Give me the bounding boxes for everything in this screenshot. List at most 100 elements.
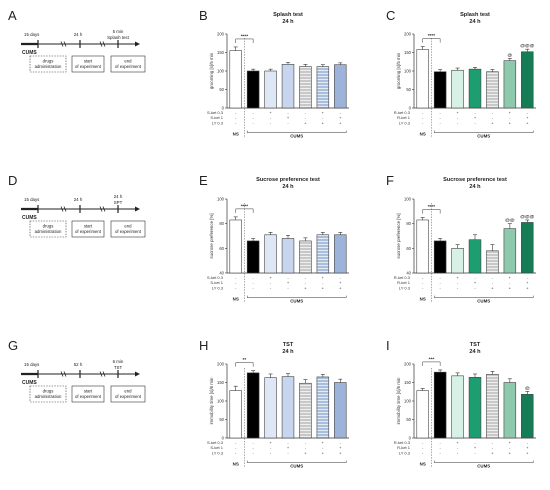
y-tick-label: 50 — [406, 87, 411, 92]
box3-line2: of experiment — [115, 394, 142, 399]
bar — [468, 68, 482, 109]
treatment-row-label: R-ket 0.3 — [394, 275, 411, 280]
treatment-mark: - — [492, 110, 494, 115]
treatment-row-label: R-ket 1 — [397, 280, 411, 285]
treatment-mark: - — [492, 440, 494, 445]
start-duration-label: 15 days — [24, 32, 40, 37]
bar-significance-mark: @@@ — [520, 43, 534, 49]
cums-group-bracket — [433, 295, 534, 298]
treatment-mark: + — [322, 110, 325, 115]
bar — [281, 376, 295, 439]
y-axis-label: immobility time [s]/6 min — [396, 377, 401, 424]
group-label-cums: CUMS — [290, 464, 303, 469]
bar — [486, 250, 499, 274]
y-tick-label: 0 — [222, 436, 225, 441]
treatment-row-label: LY 0.3 — [212, 450, 224, 455]
treatment-row-label: R-ket 0.3 — [394, 110, 411, 115]
treatment-mark: - — [270, 285, 272, 290]
treatment-mark: - — [235, 280, 237, 285]
treatment-mark: + — [456, 275, 459, 280]
bar — [229, 219, 242, 274]
y-tick-label: 50 — [219, 87, 224, 92]
treatment-mark: - — [422, 450, 424, 455]
treatment-mark: - — [509, 115, 511, 120]
treatment-mark: - — [252, 115, 254, 120]
chart-subtitle: 24 h — [282, 19, 294, 25]
bar — [229, 390, 242, 439]
chart-title: TST — [470, 342, 481, 348]
treatment-mark: - — [474, 275, 476, 280]
axis-break-mark — [63, 371, 67, 377]
treatment-row-label: LY 0.3 — [212, 285, 224, 290]
treatment-mark: + — [339, 445, 342, 450]
treatment-mark: - — [305, 280, 307, 285]
bracket-significance-label: *** — [429, 356, 435, 362]
y-tick-label: 200 — [217, 362, 225, 367]
treatment-mark: - — [439, 110, 441, 115]
treatment-mark: - — [474, 120, 476, 125]
treatment-mark: + — [526, 285, 529, 290]
bar — [468, 239, 482, 274]
treatment-mark: - — [439, 120, 441, 125]
box1-line1: drugs — [43, 389, 54, 394]
box3-box — [110, 385, 146, 403]
bar — [316, 376, 330, 439]
group-label-ns: NS — [420, 297, 426, 302]
treatment-mark: - — [457, 445, 459, 450]
treatment-mark: - — [527, 275, 529, 280]
box1-line2: administration — [35, 64, 62, 69]
start-duration-label: 15 days — [24, 362, 40, 367]
treatment-mark: + — [456, 440, 459, 445]
box3-line1: end — [124, 224, 132, 229]
bar — [486, 374, 499, 439]
treatment-mark: - — [422, 115, 424, 120]
treatment-row-label: S-ket 0.3 — [207, 110, 224, 115]
treatment-mark: + — [339, 450, 342, 455]
start-duration-label: 15 days — [24, 197, 40, 202]
treatment-mark: - — [287, 110, 289, 115]
box1-box — [29, 385, 67, 403]
treatment-mark: + — [491, 450, 494, 455]
treatment-mark: - — [439, 280, 441, 285]
treatment-row-label: LY 0.3 — [399, 450, 411, 455]
bar — [433, 71, 447, 109]
test-name-label: SPT — [114, 200, 123, 205]
treatment-row-label: S-ket 1 — [210, 445, 223, 450]
box2-box — [71, 55, 105, 73]
group-label-cums: CUMS — [477, 134, 490, 139]
arrow-icon — [135, 206, 140, 212]
box3-line2: of experiment — [115, 64, 142, 69]
bar — [451, 248, 464, 274]
bar — [264, 377, 277, 439]
bar-significance-mark: @@@ — [520, 214, 534, 220]
treatment-mark: + — [526, 280, 529, 285]
treatment-mark: - — [235, 285, 237, 290]
treatment-mark: - — [287, 450, 289, 455]
y-tick-label: 100 — [217, 69, 225, 74]
treatment-row-label: LY 0.3 — [212, 120, 224, 125]
treatment-mark: + — [322, 120, 325, 125]
treatment-mark: - — [270, 450, 272, 455]
treatment-mark: + — [304, 450, 307, 455]
bar — [503, 382, 517, 439]
treatment-mark: - — [270, 120, 272, 125]
treatment-mark: + — [509, 285, 512, 290]
treatment-mark: - — [340, 440, 342, 445]
treatment-mark: - — [252, 450, 254, 455]
treatment-mark: - — [439, 285, 441, 290]
treatment-mark: - — [252, 275, 254, 280]
treatment-mark: - — [287, 285, 289, 290]
treatment-mark: + — [339, 280, 342, 285]
box1-box — [29, 55, 67, 73]
bracket-significance-label: **** — [241, 203, 249, 209]
y-axis-label: sucrose preference [%] — [396, 213, 401, 258]
box2-line2: of experiment — [75, 229, 102, 234]
treatment-mark: + — [287, 445, 290, 450]
chart-subtitle: 24 h — [282, 184, 294, 190]
bar — [246, 240, 260, 274]
treatment-row-label: S-ket 0.3 — [207, 440, 224, 445]
bar — [246, 372, 260, 439]
